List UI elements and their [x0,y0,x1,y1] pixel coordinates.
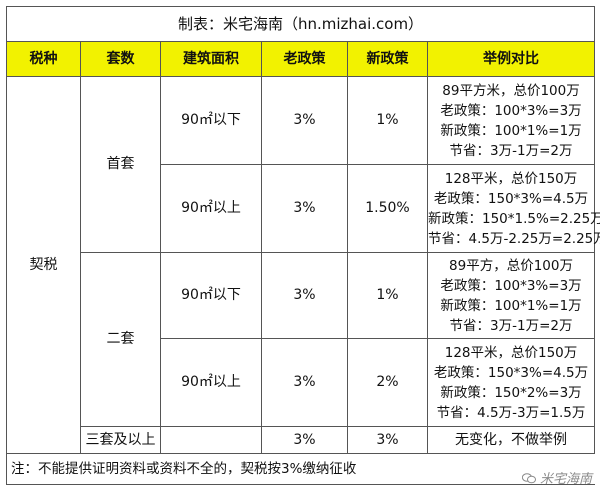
watermark: 米宅海南 [521,468,592,487]
example-line: 128平米，总价150万 [444,344,578,361]
wechat-icon [521,473,536,484]
count-cell: 二套 [80,252,161,427]
header-count: 套数 [80,41,161,77]
table-row: 三套及以上 3% 3% 无变化，不做举例 [7,426,596,454]
example-line: 新政策：100*1%=1万 [440,122,582,139]
area-cell: 90㎡以上 [160,164,262,253]
area-cell: 90㎡以下 [160,252,262,339]
example-cell: 无变化，不做举例 [426,426,596,454]
old-policy-cell: 3% [261,76,348,165]
old-policy-cell: 3% [261,252,348,339]
note-row: 注：不能提供证明资料或资料不全的，契税按3%缴纳征收 [5,453,595,485]
old-policy-cell: 3% [261,164,348,253]
new-policy-cell: 2% [347,338,428,427]
header-new-policy: 新政策 [347,41,428,77]
tax-table: 制表：米宅海南（hn.mizhai.com） 税种 套数 建筑面积 老政策 新政… [5,6,600,485]
table-row: 二套 90㎡以下 3% 1% 89平方，总价100万 老政策：100*3%=3万… [7,252,596,427]
old-policy-cell: 3% [261,338,348,427]
new-policy-cell: 3% [347,426,428,454]
new-policy-cell: 1% [347,252,428,339]
count-cell: 首套 [80,76,161,253]
example-line: 新政策：150*2%=3万 [440,384,582,401]
example-line: 新政策：100*1%=1万 [440,297,582,314]
example-line: 节省：4.5万-3万=1.5万 [436,404,586,421]
watermark-text: 米宅海南 [539,472,592,487]
tax-comparison-sheet: 制表：米宅海南（hn.mizhai.com） 税种 套数 建筑面积 老政策 新政… [5,6,600,493]
example-line: 节省：3万-1万=2万 [449,317,573,334]
new-policy-cell: 1% [347,76,428,165]
example-cell: 89平方米，总价100万 老政策：100*3%=3万 新政策：100*1%=1万… [426,76,596,165]
example-cell: 128平米，总价150万 老政策：150*3%=4.5万 新政策：150*1.5… [426,164,600,253]
header-old-policy: 老政策 [261,41,348,77]
note-text: 注：不能提供证明资料或资料不全的，契税按3%缴纳征收 [5,453,595,485]
header-row: 税种 套数 建筑面积 老政策 新政策 举例对比 [6,41,596,77]
table-row: 契税 首套 90㎡以下 3% 1% 89平方米，总价100万 老政策：100*3… [6,76,596,454]
count-cell: 三套及以上 [80,426,161,454]
example-line: 老政策：150*3%=4.5万 [433,364,589,381]
example-cell: 89平方，总价100万 老政策：100*3%=3万 新政策：100*1%=1万 … [426,252,596,339]
area-cell [160,426,262,454]
example-line: 89平方，总价100万 [449,257,573,274]
table-title: 制表：米宅海南（hn.mizhai.com） [5,6,596,42]
example-line: 节省：4.5万-2.25万=2.25万 [428,230,600,247]
tax-type-cell: 契税 [6,76,81,454]
header-area: 建筑面积 [160,41,262,77]
area-cell: 90㎡以下 [160,76,262,165]
example-line: 老政策：150*3%=4.5万 [433,190,589,207]
example-line: 节省：3万-1万=2万 [449,142,573,159]
header-tax-type: 税种 [6,41,81,77]
example-line: 128平米，总价150万 [444,170,578,187]
title-row: 制表：米宅海南（hn.mizhai.com） [5,6,596,42]
table-row: 90㎡以上 3% 2% 128平米，总价150万 老政策：150*3%=4.5万… [7,338,596,427]
table-row: 90㎡以上 3% 1.50% 128平米，总价150万 老政策：150*3%=4… [7,164,600,253]
header-example: 举例对比 [426,41,596,77]
example-line: 老政策：100*3%=3万 [440,277,582,294]
example-line: 89平方米，总价100万 [442,82,580,99]
example-line: 老政策：100*3%=3万 [440,102,582,119]
area-cell: 90㎡以上 [160,338,262,427]
new-policy-cell: 1.50% [347,164,428,253]
example-line: 新政策：150*1.5%=2.25万 [428,210,600,227]
example-cell: 128平米，总价150万 老政策：150*3%=4.5万 新政策：150*2%=… [426,338,596,427]
old-policy-cell: 3% [261,426,348,454]
